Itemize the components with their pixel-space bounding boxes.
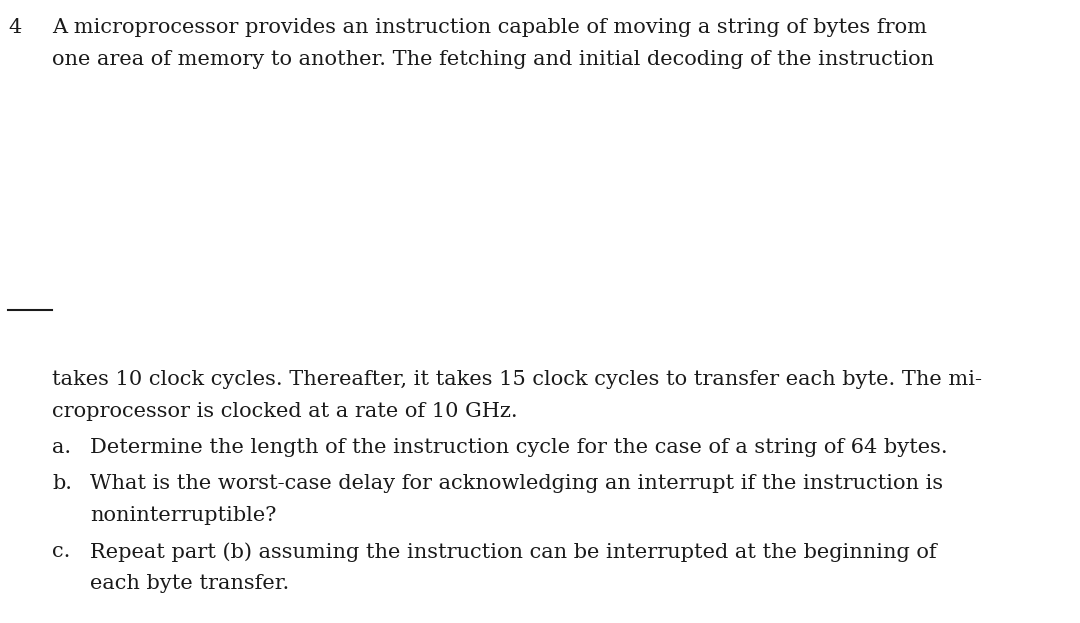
Text: c.: c. [52, 542, 70, 561]
Text: What is the worst-case delay for acknowledging an interrupt if the instruction i: What is the worst-case delay for acknowl… [90, 474, 943, 493]
Text: Repeat part (b) assuming the instruction can be interrupted at the beginning of: Repeat part (b) assuming the instruction… [90, 542, 936, 562]
Text: one area of memory to another. The fetching and initial decoding of the instruct: one area of memory to another. The fetch… [52, 50, 934, 69]
Text: takes 10 clock cycles. Thereafter, it takes 15 clock cycles to transfer each byt: takes 10 clock cycles. Thereafter, it ta… [52, 370, 982, 389]
Text: b.: b. [52, 474, 72, 493]
Text: a.: a. [52, 438, 71, 457]
Text: noninterruptible?: noninterruptible? [90, 506, 276, 525]
Text: Determine the length of the instruction cycle for the case of a string of 64 byt: Determine the length of the instruction … [90, 438, 947, 457]
Text: 4: 4 [8, 18, 22, 37]
Text: A microprocessor provides an instruction capable of moving a string of bytes fro: A microprocessor provides an instruction… [52, 18, 927, 37]
Text: croprocessor is clocked at a rate of 10 GHz.: croprocessor is clocked at a rate of 10 … [52, 402, 517, 421]
Text: each byte transfer.: each byte transfer. [90, 574, 289, 593]
